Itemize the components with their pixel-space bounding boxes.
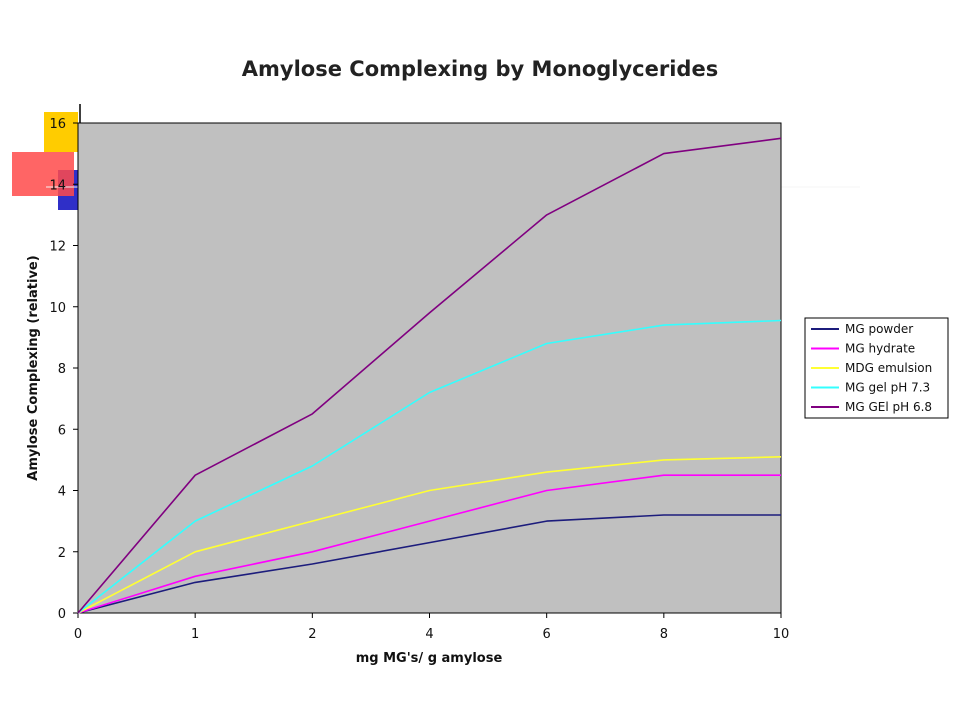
y-tick-label: 4 <box>58 485 66 500</box>
y-tick-label: 0 <box>58 607 66 622</box>
x-tick-label: 10 <box>773 627 790 642</box>
legend: MG powder MG hydrate MDG emulsion MG gel pH… <box>804 317 949 419</box>
y-tick-label: 16 <box>49 117 66 132</box>
y-tick-label: 6 <box>58 423 66 438</box>
x-tick-label: 8 <box>660 627 668 642</box>
series-line-4 <box>77 319 782 614</box>
legend-label: MG powder <box>845 322 913 336</box>
y-axis-label: Amylose Complexing (relative) <box>26 255 41 480</box>
legend-label: MDG emulsion <box>845 361 932 375</box>
decor-red-block <box>12 152 74 196</box>
x-tick-label: 2 <box>308 627 316 642</box>
y-tick-label: 14 <box>49 178 66 193</box>
series-line-3 <box>77 456 782 614</box>
chart-title: Amylose Complexing by Monoglycerides <box>242 57 718 81</box>
y-tick-label: 2 <box>58 546 66 561</box>
series-lines <box>77 137 782 614</box>
legend-label: MG gel pH 7.3 <box>845 381 930 395</box>
x-axis-label: mg MG's/ g amylose <box>356 651 503 666</box>
x-axis: 0 1 2 4 6 8 10 <box>74 613 789 642</box>
x-tick-label: 4 <box>425 627 433 642</box>
y-tick-label: 8 <box>58 362 66 377</box>
decor-yellow-block <box>44 112 78 152</box>
series-line-2 <box>77 474 781 614</box>
legend-label: MG GEl pH 6.8 <box>845 400 932 414</box>
x-tick-label: 0 <box>74 627 82 642</box>
x-tick-label: 1 <box>191 627 199 642</box>
legend-label: MG hydrate <box>845 342 915 356</box>
x-tick-label: 6 <box>543 627 551 642</box>
series-line-1 <box>77 514 781 614</box>
y-axis: 0 2 4 6 8 10 12 14 16 <box>49 117 78 622</box>
plot-area <box>77 122 782 614</box>
y-tick-label: 12 <box>49 240 66 255</box>
series-line-5 <box>77 137 782 614</box>
y-tick-label: 10 <box>49 301 66 316</box>
